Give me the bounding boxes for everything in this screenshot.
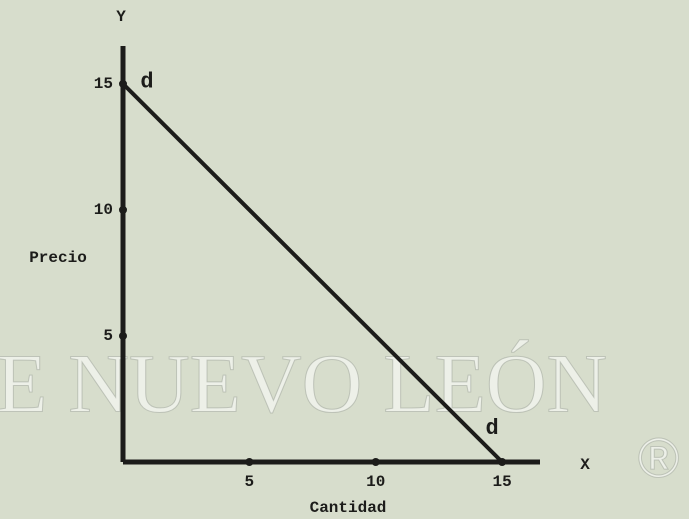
y-tick-label: 5 [103, 327, 113, 345]
point-label: d [140, 70, 153, 95]
point-label: d [485, 416, 498, 441]
watermark-mark: ® [638, 426, 679, 489]
watermark: E NUEVO LEÓN [0, 337, 607, 430]
y-axis-label: Precio [29, 249, 87, 267]
x-axis-label: Cantidad [310, 499, 387, 517]
y-tick-label: 15 [94, 75, 113, 93]
x-tick [371, 458, 380, 466]
x-axis-name: X [580, 456, 590, 474]
x-tick-label: 10 [366, 473, 385, 491]
x-tick-label: 15 [492, 473, 511, 491]
x-tick-label: 5 [245, 473, 255, 491]
x-tick [245, 458, 254, 466]
demand-line [121, 82, 504, 464]
y-tick [119, 205, 127, 214]
y-tick [119, 331, 127, 340]
y-axis-name: Y [116, 8, 126, 26]
y-tick-label: 10 [94, 201, 113, 219]
